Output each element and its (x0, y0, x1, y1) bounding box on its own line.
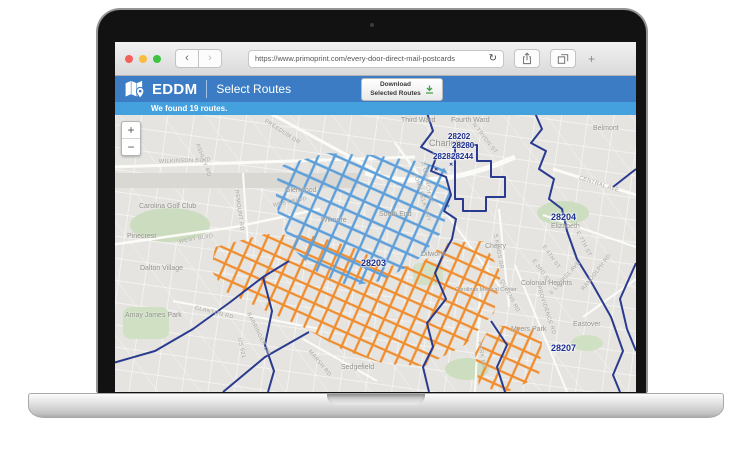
laptop-base (28, 393, 724, 418)
tabs-button[interactable] (550, 49, 576, 68)
zoom-in-button[interactable]: + (122, 122, 140, 139)
laptop-base-notch (327, 394, 425, 405)
results-count-text: We found 19 routes. (151, 104, 228, 113)
minimize-window-button[interactable] (139, 54, 147, 63)
zoom-window-button[interactable] (153, 54, 161, 63)
app-header: EDDM Select Routes Download Selected Rou… (115, 76, 636, 102)
reload-icon[interactable]: ↻ (488, 52, 497, 64)
forward-button[interactable]: › (199, 49, 222, 68)
map-zoom-control: + − (121, 121, 141, 156)
back-button[interactable]: ‹ (175, 49, 199, 68)
url-text: https://www.primoprint.com/every-door-di… (255, 54, 456, 63)
download-selected-routes-button[interactable]: Download Selected Routes (361, 78, 443, 101)
results-strip: We found 19 routes. (115, 102, 636, 115)
zoom-out-button[interactable]: − (127, 140, 135, 154)
share-button[interactable] (514, 49, 540, 68)
share-icon (523, 52, 531, 65)
page-title: Select Routes (216, 82, 292, 96)
header-divider (206, 80, 208, 98)
webcam-dot (370, 23, 374, 27)
routes-selected-blue[interactable] (275, 153, 451, 286)
map-canvas[interactable]: Charlotte Third Ward Fourth Ward Belmont Gle… (115, 115, 636, 392)
download-button-line2: Selected Routes (370, 89, 421, 97)
address-bar[interactable]: https://www.primoprint.com/every-door-di… (248, 49, 504, 68)
download-arrow-icon (425, 85, 433, 94)
browser-window: ‹ › https://www.primoprint.com/every-doo… (115, 42, 636, 392)
nav-buttons: ‹ › (175, 49, 222, 68)
zip-boundaries (115, 115, 636, 392)
browser-chrome: ‹ › https://www.primoprint.com/every-doo… (115, 42, 636, 76)
eddm-map-logo-icon (125, 80, 145, 99)
download-button-line1: Download (379, 81, 412, 89)
close-window-button[interactable] (125, 54, 133, 63)
tabs-overview-icon (557, 53, 569, 64)
map-vector-layer (115, 115, 636, 392)
new-tab-button[interactable]: + (588, 51, 596, 66)
brand-name: EDDM (152, 80, 198, 98)
